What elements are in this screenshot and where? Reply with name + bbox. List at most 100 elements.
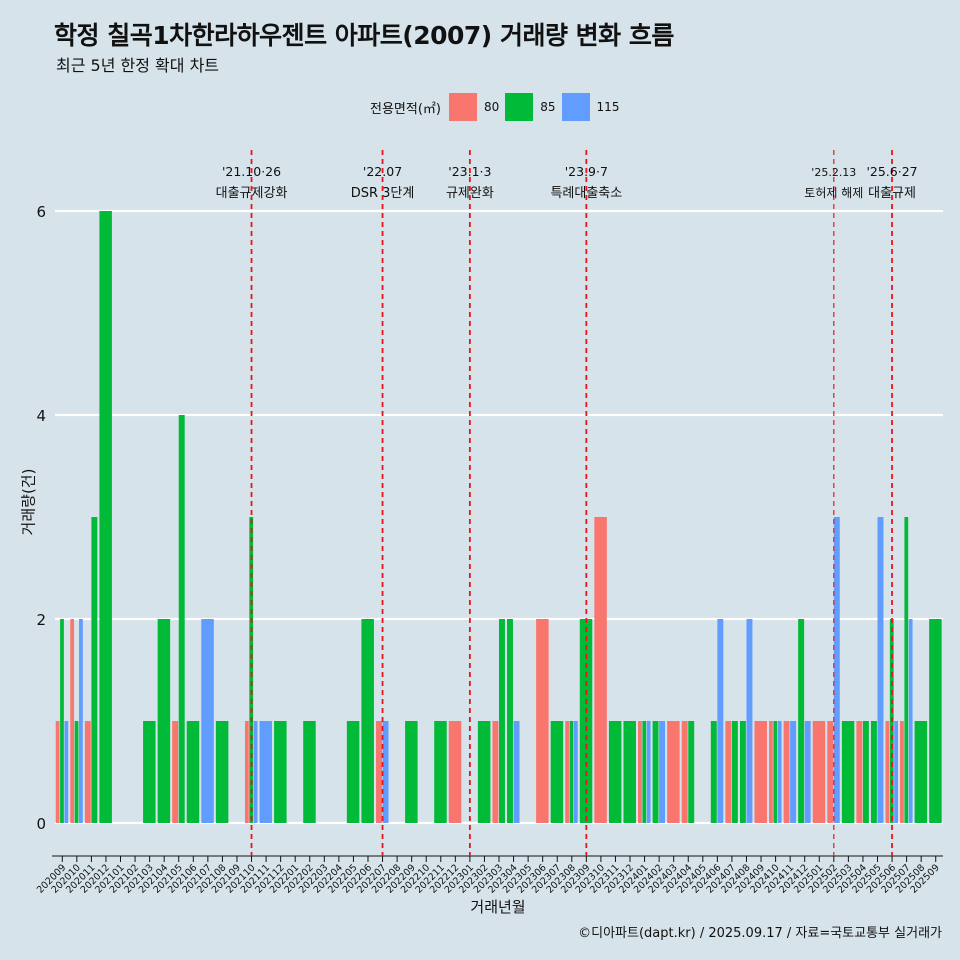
bar-202503-85 [841,721,855,823]
bar-202308-80 [565,721,570,823]
bar-202308-115 [573,721,578,823]
y-tick-label-0: 0 [36,815,46,833]
bar-202506-115 [894,721,898,823]
bar-202508-85 [914,721,928,823]
bar-202303-85 [499,619,505,823]
bar-202401-115 [646,721,651,823]
legend-label-80: 80 [483,100,500,114]
bar-202302-85 [477,721,491,823]
bar-202410-85 [773,721,778,823]
event-date-202110: '21.10·26 [222,164,281,179]
bar-202507-80 [900,721,904,823]
bar-202010-115 [79,619,83,823]
bar-202406-85 [710,721,717,823]
bar-202105-85 [178,415,185,823]
bar-202010-80 [70,619,75,823]
bar-202310-80 [594,517,607,823]
bar-202010-85 [74,721,79,823]
event-date-202309: '23.9·7 [565,164,608,179]
bar-202404-85 [688,721,695,823]
bar-202202-85 [303,721,316,823]
bar-202501-80 [812,721,826,823]
bar-202509-85 [929,619,942,823]
bar-202312-85 [623,721,636,823]
bar-202504-85 [862,721,869,823]
bar-202507-115 [908,619,913,823]
bar-202506-80 [885,721,890,823]
bar-202206-85 [361,619,374,823]
bar-202401-80 [638,721,642,823]
y-tick-label-2: 2 [36,611,46,629]
bar-202411-115 [790,721,797,823]
bar-202412-115 [804,721,811,823]
bar-202012-85 [99,211,112,823]
bar-202306-80 [536,619,549,823]
bar-202403-80 [667,721,680,823]
legend-key-115 [561,93,590,121]
y-axis-label: 거래량(건) [19,468,38,536]
bar-202408-85 [739,721,746,823]
bar-202407-85 [731,721,738,823]
bar-202304-85 [507,619,513,823]
y-tick-label-6: 6 [36,203,46,221]
bar-202104-85 [157,619,171,823]
legend-key-85 [505,93,534,121]
bar-202409-80 [754,721,767,823]
bar-202110-115 [253,721,258,823]
bar-202009-115 [64,721,69,823]
event-date-202506: '25.6·27 [866,164,917,179]
bar-202410-80 [769,721,773,823]
chart-title: 학정 칠곡1차한라하우젠트 아파트(2007) 거래량 변화 흐름 [54,21,674,50]
bar-202507-85 [904,517,909,823]
bar-202009-80 [55,721,60,823]
bar-202408-115 [746,619,753,823]
bar-202209-85 [405,721,418,823]
bar-202011-85 [91,517,98,823]
legend-key-80 [448,93,477,121]
chart-subtitle: 최근 5년 한정 확대 차트 [56,56,220,75]
bar-202106-85 [186,721,200,823]
bar-202502-115 [833,517,840,823]
bar-202402-85 [652,721,659,823]
event-date-202301: '23.1·3 [448,164,491,179]
bar-202011-80 [84,721,91,823]
event-label-202207: DSR 3단계 [351,186,415,201]
bar-202404-80 [681,721,688,823]
bar-202205-85 [346,721,360,823]
source-caption: ©디아파트(dapt.kr) / 2025.09.17 / 자료=국토교통부 실… [578,926,942,941]
bar-202108-85 [215,721,229,823]
bar-202505-85 [870,721,877,823]
bar-202401-85 [642,721,647,823]
bar-202406-115 [717,619,724,823]
event-label-202506: 대출규제 [868,186,916,201]
x-axis-label: 거래년월 [470,898,526,916]
event-label-202110: 대출규제강화 [216,186,288,201]
event-label-202502: 토허제 해제 [804,186,863,200]
bar-202303-80 [492,721,499,823]
y-tick-label-4: 4 [36,407,46,425]
bar-202111-115 [259,721,273,823]
bar-202107-115 [201,619,214,823]
event-date-202207: '22.07 [363,164,402,179]
bar-202407-80 [725,721,732,823]
bar-202410-115 [777,721,782,823]
bar-202505-115 [877,517,884,823]
bar-202311-85 [608,721,622,823]
bar-202504-80 [856,721,863,823]
bar-202411-80 [783,721,790,823]
bar-202207-115 [382,721,389,823]
bar-202308-85 [569,721,574,823]
bar-202304-115 [513,721,520,823]
legend-item-115: 115 [561,93,619,121]
bar-202211-85 [434,721,447,823]
bar-202412-85 [798,619,805,823]
legend-item-85: 85 [505,93,556,121]
event-label-202301: 규제완화 [446,186,494,201]
bar-202307-85 [550,721,564,823]
bar-202105-80 [172,721,179,823]
bar-202009-85 [60,619,64,823]
legend: 전용면적(㎡) 80 85 115 [370,93,625,121]
event-date-202502: '25.2.13 [811,166,856,179]
bar-202402-115 [659,721,666,823]
